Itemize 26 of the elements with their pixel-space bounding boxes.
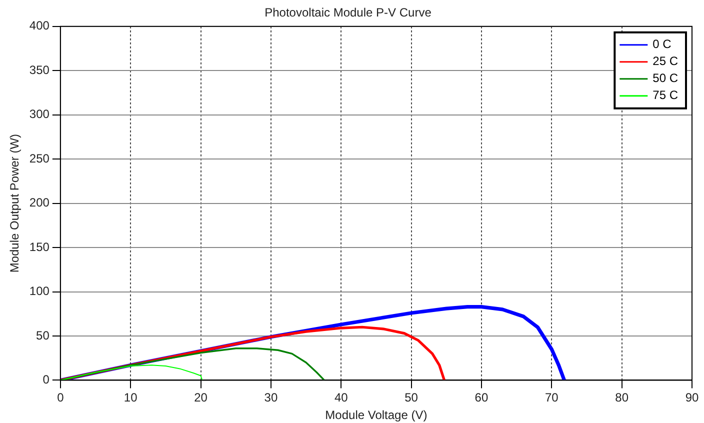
- legend-label: 75 C: [652, 88, 678, 102]
- x-axis-title: Module Voltage (V): [325, 408, 428, 422]
- y-tick-label: 0: [42, 372, 50, 387]
- y-tick-label: 200: [29, 196, 50, 210]
- chart-title: Photovoltaic Module P-V Curve: [264, 6, 432, 20]
- y-tick-label: 50: [36, 328, 50, 342]
- y-tick-label: 100: [29, 284, 50, 298]
- x-tick-label: 70: [544, 390, 559, 405]
- x-tick-label: 40: [334, 390, 348, 405]
- legend-label: 50 C: [652, 71, 678, 86]
- y-axis-title: Module Output Power (W): [8, 134, 22, 273]
- x-tick-label: 50: [404, 390, 418, 405]
- y-tick-label: 350: [29, 62, 50, 77]
- x-tick-label: 30: [264, 390, 278, 405]
- x-tick-label: 10: [124, 390, 138, 405]
- legend-label: 25 C: [652, 54, 678, 68]
- x-tick-label: 80: [615, 390, 629, 405]
- x-tick-label: 0: [57, 390, 64, 405]
- legend-label: 0 C: [652, 37, 672, 52]
- y-tick-label: 300: [29, 107, 50, 122]
- x-tick-label: 20: [194, 390, 208, 405]
- x-tick-label: 60: [474, 390, 488, 405]
- y-tick-label: 150: [29, 240, 50, 254]
- y-tick-label: 400: [29, 18, 50, 33]
- x-tick-label: 90: [685, 390, 699, 405]
- y-tick-label: 250: [29, 151, 50, 166]
